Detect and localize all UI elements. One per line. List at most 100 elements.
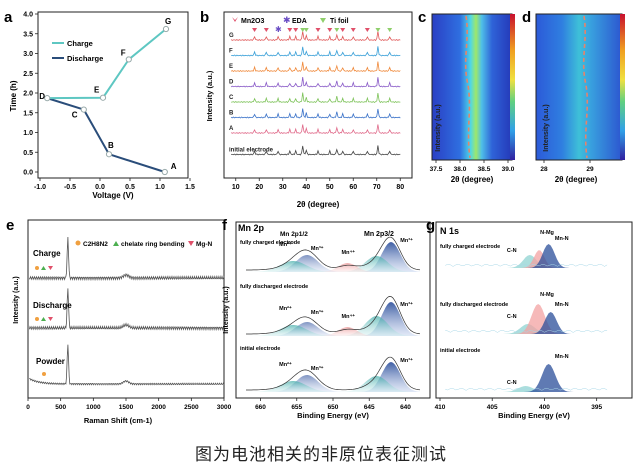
mn3-label: Mn³⁺ (311, 365, 324, 372)
mn2o3-peak-marker (364, 28, 370, 32)
a-ytick-label: 2.0 (23, 91, 33, 98)
e-xtick-tick-label: 500 (55, 404, 66, 411)
d-xtick-tick-label: 28 (540, 166, 548, 173)
n1s-background (445, 388, 608, 391)
xrd-curve-label: A (229, 126, 234, 132)
panel-d-letter: d (522, 9, 531, 26)
cn-label: C-N (507, 248, 517, 254)
mn2o3-peak-marker (350, 28, 356, 32)
b-xtick-tick-label: 30 (279, 184, 287, 191)
panel-b-xticks: 10 20 30 40 50 60 70 80 (232, 178, 404, 191)
mn-peak-2p12-shoulder (246, 325, 420, 336)
label-mn2p12: Mn 2p1/2 (280, 231, 308, 238)
legend-chelate: chelate ring bending (121, 241, 185, 248)
panel-a-yticks: 0.0 0.5 1.0 1.5 2.0 2.5 3.0 3.5 4.0 (23, 12, 38, 177)
panel-f-xlabel: Binding Energy (eV) (297, 411, 369, 420)
c-xtick-tick-label: 38.5 (478, 166, 491, 173)
n1s-background (445, 330, 608, 333)
a-ytick-label: 0.0 (23, 170, 33, 177)
legend-mn2o3: Mn2O3 (241, 18, 264, 25)
mn-satellite-peak (246, 263, 420, 272)
n1s-spectrum-label: initial electrode (440, 348, 480, 354)
mn-spectrum-label: fully discharged electrode (240, 284, 308, 290)
a-ytick-label: 4.0 (23, 12, 33, 19)
discharge-mgn-marker (48, 317, 53, 321)
panel-e-letter: e (6, 217, 14, 234)
panel-d-ylabel: Intensity (a.u.) (543, 104, 550, 151)
legend-discharge-label: Discharge (67, 54, 103, 63)
legend-ti-foil: Ti foil (330, 18, 349, 25)
chelate-marker-icon (113, 241, 119, 246)
mn3-main-label: Mn³⁺ (400, 301, 413, 308)
ti-peak-marker (300, 28, 306, 32)
mn-envelope (246, 236, 421, 271)
xrd-curve-label: F (229, 49, 233, 55)
figure-canvas: a -1.0 -0.5 0.0 0.5 1.0 1.5 0.0 0.5 1.0 1.5 2.0 2.… (4, 9, 633, 425)
ti-peak-marker (303, 28, 309, 32)
figure-caption: 图为电池相关的非原位表征测试 (195, 445, 447, 465)
cn-label: C-N (507, 314, 517, 320)
cn-peak (440, 386, 618, 392)
raman-curve-charge (28, 236, 225, 281)
point-D (44, 95, 51, 102)
a-ytick-label: 0.5 (23, 150, 33, 157)
e-xtick-tick-label: 2500 (184, 404, 199, 411)
mn3-label: Mn³⁺ (311, 309, 324, 316)
a-xtick-label: 0.5 (125, 184, 135, 191)
panel-a-xticks: -1.0 -0.5 0.0 0.5 1.0 1.5 (34, 178, 195, 191)
panel-g-letter: g (426, 217, 435, 234)
mn-envelope (246, 356, 421, 391)
charge-c2h8n2-marker (35, 266, 39, 270)
mn2o3-peak-marker (340, 28, 346, 32)
g-xtick-tick-label: 400 (539, 404, 550, 411)
panel-g: g N 1s fully charged electrodeC-NN-MgMn-… (426, 217, 633, 420)
legend-mgn: Mg-N (196, 241, 213, 248)
point-C (80, 106, 87, 113)
panel-a-xlabel: Voltage (V) (92, 191, 134, 200)
point-label-A: A (171, 162, 177, 171)
nmg-peak (440, 304, 618, 334)
mn3-main-label: Mn³⁺ (400, 237, 413, 244)
panel-c-colorbar (510, 14, 515, 160)
mn2-label: Mn²⁺ (279, 305, 292, 312)
e-xtick-tick-label: 1500 (119, 404, 134, 411)
panel-g-title: N 1s (440, 226, 459, 236)
a-xtick-label: 1.0 (155, 184, 165, 191)
panel-g-frame (435, 221, 633, 399)
eda-peak-marker: ✱ (275, 25, 282, 34)
legend-eda: EDA (292, 18, 307, 25)
nmg-label: N-Mg (540, 230, 554, 236)
a-ytick-label: 1.5 (23, 110, 33, 117)
panel-a-curves (46, 28, 167, 173)
panel-f-title: Mn 2p (238, 223, 265, 233)
charge-chelate-marker (41, 266, 46, 270)
xrd-curve-label: C (229, 95, 234, 101)
point-E (99, 94, 107, 101)
curve-label-powder: Powder (36, 357, 65, 366)
mnn-label: Mn-N (555, 302, 569, 308)
ti-peak-marker (375, 28, 381, 32)
panel-a-frame (37, 11, 189, 179)
xrd-curve-label: E (229, 64, 233, 70)
mn2o3-peak-marker (315, 28, 321, 32)
panel-b-xlabel: 2θ (degree) (297, 200, 340, 209)
xrd-curve-label: G (229, 33, 234, 39)
panel-a-letter: a (4, 9, 13, 26)
b-xtick-tick-label: 60 (349, 184, 357, 191)
c-xtick-tick-label: 39.0 (502, 166, 515, 173)
n1s-background (445, 264, 608, 267)
panel-f-ylabel: Intensity (a.u.) (223, 286, 230, 333)
panel-f: f Mn 2p fully charged electrodeMn²⁺Mn³⁺M… (222, 217, 431, 420)
panel-d-xticks: 28 29 (540, 160, 594, 173)
panel-b-letter: b (200, 9, 209, 26)
f-xtick-tick-label: 640 (400, 404, 411, 411)
xrd-curve-c (231, 92, 401, 104)
e-xtick-tick-label: 3000 (217, 404, 232, 411)
panel-g-xlabel: Binding Energy (eV) (498, 411, 570, 420)
mn2o3-peak-marker (252, 28, 258, 32)
panel-e-xticks: 0 500 1000 1500 2000 2500 3000 (26, 398, 232, 411)
g-xtick-tick-label: 410 (435, 404, 446, 411)
panel-c: c 37.5 38.0 38.5 39.0 2θ (degree) Intensity… (418, 9, 515, 184)
mnn-label: Mn-N (555, 354, 569, 360)
xrd-curve-g (230, 31, 401, 42)
